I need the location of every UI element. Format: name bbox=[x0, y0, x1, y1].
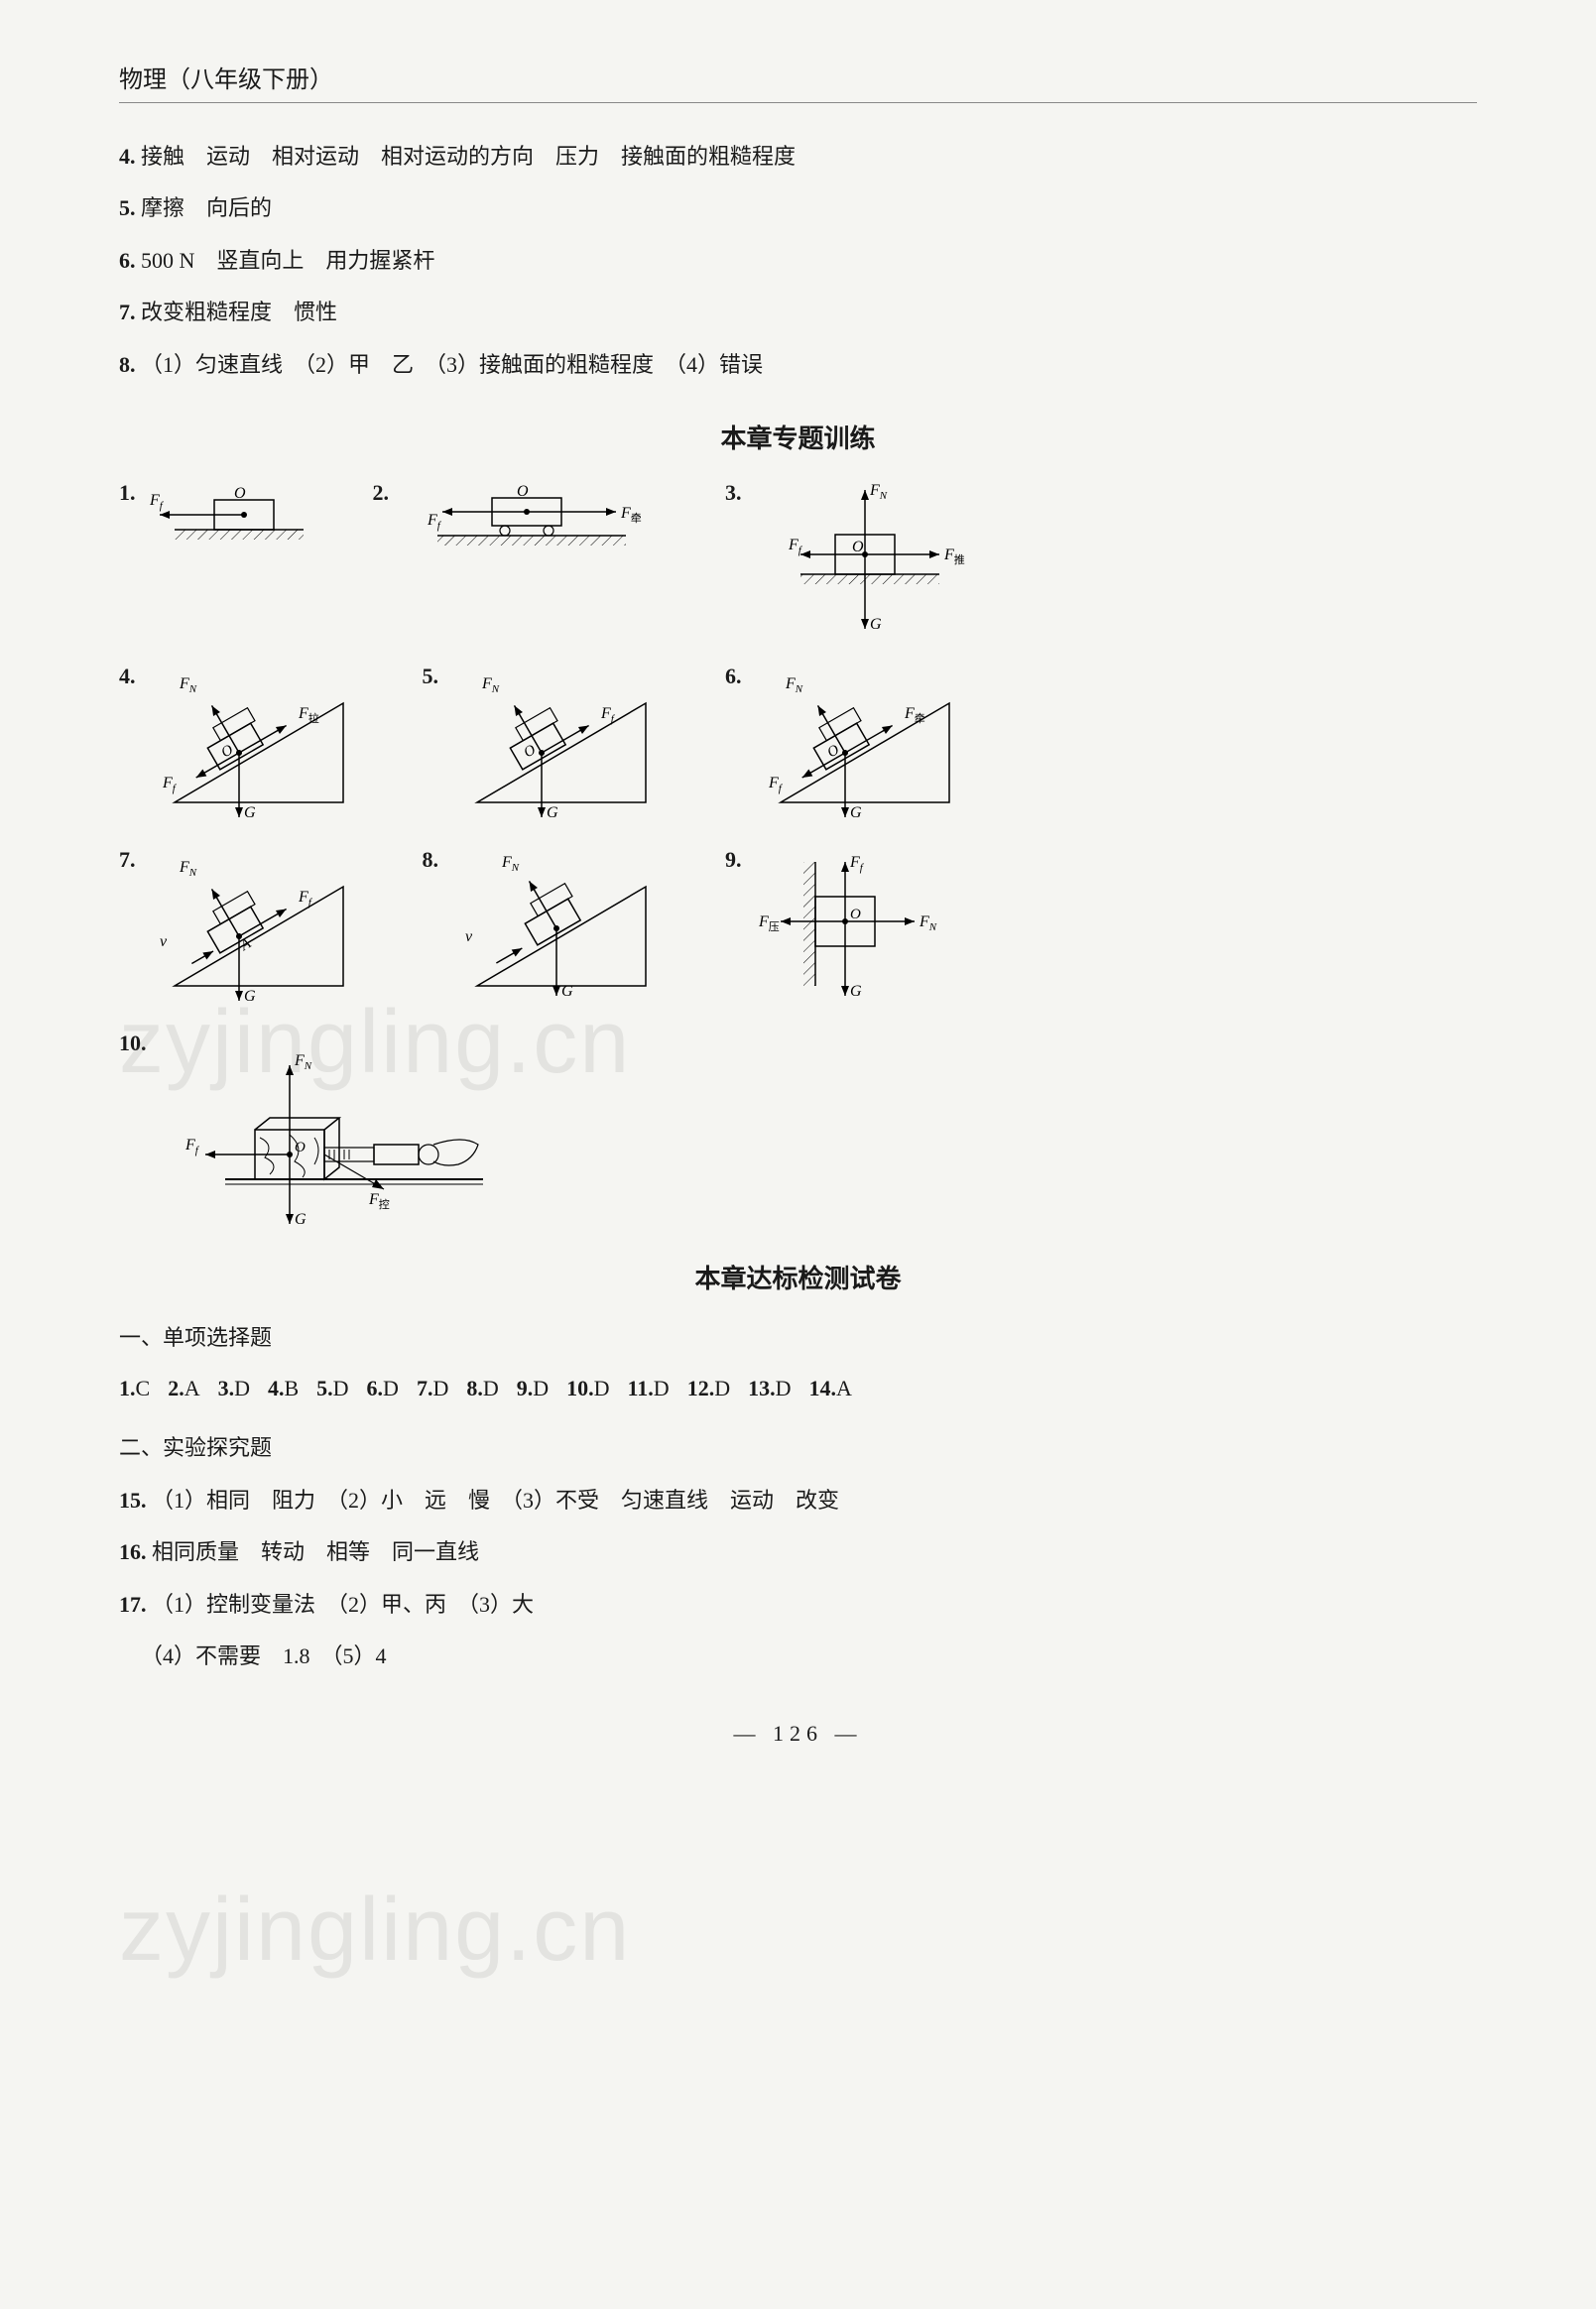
svg-text:G: G bbox=[244, 804, 256, 821]
answer-line: 6. 500 N 竖直向上 用力握紧杆 bbox=[119, 237, 1477, 285]
svg-text:FN: FN bbox=[179, 859, 197, 879]
diagram-number: 5. bbox=[423, 664, 439, 689]
mc-answer: 13.D bbox=[748, 1367, 791, 1410]
mc-answer: 14.A bbox=[808, 1367, 851, 1410]
svg-text:Ff: Ff bbox=[768, 775, 784, 794]
diagram-6: 6. O FN F牵 Ff G bbox=[725, 664, 979, 832]
svg-text:O: O bbox=[824, 742, 842, 761]
sub-heading-2: 二、实验探究题 bbox=[119, 1430, 1477, 1462]
mc-answer: 11.D bbox=[628, 1367, 670, 1410]
svg-text:G: G bbox=[561, 983, 573, 1000]
svg-text:v: v bbox=[465, 928, 473, 945]
answers-top-section: 4. 接触 运动 相对运动 相对运动的方向 压力 接触面的粗糙程度5. 摩擦 向… bbox=[119, 133, 1477, 389]
svg-text:Ff: Ff bbox=[149, 492, 165, 512]
svg-text:G: G bbox=[850, 983, 862, 1000]
svg-text:F牵: F牵 bbox=[904, 705, 925, 725]
mc-answer: 7.D bbox=[417, 1367, 448, 1410]
section-title-2: 本章达标检测试卷 bbox=[119, 1259, 1477, 1295]
svg-text:F拉: F拉 bbox=[298, 705, 319, 725]
diagram-number: 10. bbox=[119, 1031, 147, 1056]
svg-text:FN: FN bbox=[294, 1052, 312, 1072]
diagram-number: 9. bbox=[725, 847, 742, 873]
diagram-10: 10. O FN G Ff bbox=[119, 1031, 513, 1229]
mc-answer: 3.D bbox=[218, 1367, 250, 1410]
diagram-7: 7. A FN Ff v G bbox=[119, 847, 373, 1016]
diagram-5: 5. O FN Ff G bbox=[423, 664, 676, 832]
svg-text:Ff: Ff bbox=[849, 854, 865, 874]
svg-text:G: G bbox=[244, 988, 256, 1005]
svg-text:O: O bbox=[295, 1140, 306, 1155]
diagram-3: 3. O FN G Ff F推 bbox=[725, 480, 999, 649]
diagram-8: 8. FN v G bbox=[423, 847, 676, 1016]
diagram-number: 1. bbox=[119, 480, 136, 506]
svg-text:F控: F控 bbox=[368, 1191, 390, 1211]
diagram-2: 2. O Ff F牵 bbox=[373, 480, 676, 559]
mc-answer: 4.B bbox=[268, 1367, 299, 1410]
mc-answer: 12.D bbox=[687, 1367, 730, 1410]
mc-answer: 10.D bbox=[566, 1367, 609, 1410]
svg-text:Ff: Ff bbox=[162, 775, 178, 794]
diagram-row-1: 1. O Ff 2. O bbox=[119, 480, 1477, 649]
svg-text:F推: F推 bbox=[943, 547, 965, 566]
diagram-4: 4. O FN F拉 Ff G bbox=[119, 664, 373, 832]
svg-text:FN: FN bbox=[501, 854, 520, 874]
section-title-1: 本章专题训练 bbox=[119, 419, 1477, 455]
svg-text:G: G bbox=[547, 804, 558, 821]
diagram-number: 8. bbox=[423, 847, 439, 873]
svg-text:O: O bbox=[234, 485, 246, 502]
svg-text:G: G bbox=[850, 804, 862, 821]
answer-line: 8. （1）匀速直线 （2）甲 乙 （3）接触面的粗糙程度 （4）错误 bbox=[119, 341, 1477, 389]
mc-answer: 9.D bbox=[517, 1367, 549, 1410]
multiple-choice-answers: 1.C 2.A 3.D 4.B 5.D 6.D 7.D 8.D 9.D 10.D 11.D 12.D 1… bbox=[119, 1367, 1477, 1410]
answer-line: 7. 改变粗糙程度 惯性 bbox=[119, 289, 1477, 336]
svg-text:FN: FN bbox=[481, 675, 500, 695]
answer-line: 16. 相同质量 转动 相等 同一直线 bbox=[119, 1528, 1477, 1576]
diagram-9: 9. O Ff G F压 FN bbox=[725, 847, 979, 1016]
svg-text:O: O bbox=[850, 907, 861, 922]
svg-text:G: G bbox=[295, 1211, 307, 1228]
mc-answer: 8.D bbox=[466, 1367, 498, 1410]
svg-text:O: O bbox=[522, 742, 540, 761]
answer-line: 4. 接触 运动 相对运动 相对运动的方向 压力 接触面的粗糙程度 bbox=[119, 133, 1477, 181]
mc-answer: 5.D bbox=[316, 1367, 348, 1410]
page-header: 物理（八年级下册） bbox=[119, 60, 1477, 103]
diagram-number: 4. bbox=[119, 664, 136, 689]
answer-line: 17. （1）控制变量法 （2）甲、丙 （3）大 bbox=[119, 1581, 1477, 1629]
diagram-1: 1. O Ff bbox=[119, 480, 323, 559]
svg-text:v: v bbox=[160, 933, 168, 950]
diagram-number: 2. bbox=[373, 480, 390, 506]
answer-line: 15. （1）相同 阻力 （2）小 远 慢 （3）不受 匀速直线 运动 改变 bbox=[119, 1477, 1477, 1524]
diagram-number: 7. bbox=[119, 847, 136, 873]
svg-text:FN: FN bbox=[785, 675, 803, 695]
diagram-row-2: 4. O FN F拉 Ff G 5. bbox=[119, 664, 1477, 832]
svg-text:F牵: F牵 bbox=[620, 505, 642, 525]
svg-text:FN: FN bbox=[869, 482, 888, 502]
diagram-row-3: 7. A FN Ff v G 8. bbox=[119, 847, 1477, 1016]
mc-answer: 2.A bbox=[168, 1367, 199, 1410]
mc-answer: 1.C bbox=[119, 1367, 150, 1410]
svg-text:Ff: Ff bbox=[184, 1137, 200, 1156]
diagram-row-4: 10. O FN G Ff bbox=[119, 1031, 1477, 1229]
svg-text:O: O bbox=[852, 539, 864, 555]
svg-text:F压: F压 bbox=[758, 913, 780, 933]
svg-text:O: O bbox=[218, 742, 236, 761]
svg-text:Ff: Ff bbox=[600, 705, 616, 725]
svg-text:O: O bbox=[517, 483, 529, 500]
diagram-number: 6. bbox=[725, 664, 742, 689]
svg-text:FN: FN bbox=[179, 675, 197, 695]
answer-line: 5. 摩擦 向后的 bbox=[119, 184, 1477, 232]
mc-answer: 6.D bbox=[367, 1367, 399, 1410]
svg-text:Ff: Ff bbox=[427, 512, 442, 532]
diagram-number: 3. bbox=[725, 480, 742, 506]
watermark: zyjingling.cn bbox=[119, 1880, 631, 1982]
svg-text:FN: FN bbox=[919, 913, 937, 933]
page-number: — 126 — bbox=[119, 1721, 1477, 1747]
svg-text:Ff: Ff bbox=[788, 537, 803, 556]
answers-bottom-section: 15. （1）相同 阻力 （2）小 远 慢 （3）不受 匀速直线 运动 改变16… bbox=[119, 1477, 1477, 1681]
svg-text:Ff: Ff bbox=[298, 889, 313, 909]
sub-heading-1: 一、单项选择题 bbox=[119, 1320, 1477, 1352]
answer-line: （4）不需要 1.8 （5）4 bbox=[119, 1633, 1477, 1680]
svg-text:G: G bbox=[870, 616, 882, 633]
